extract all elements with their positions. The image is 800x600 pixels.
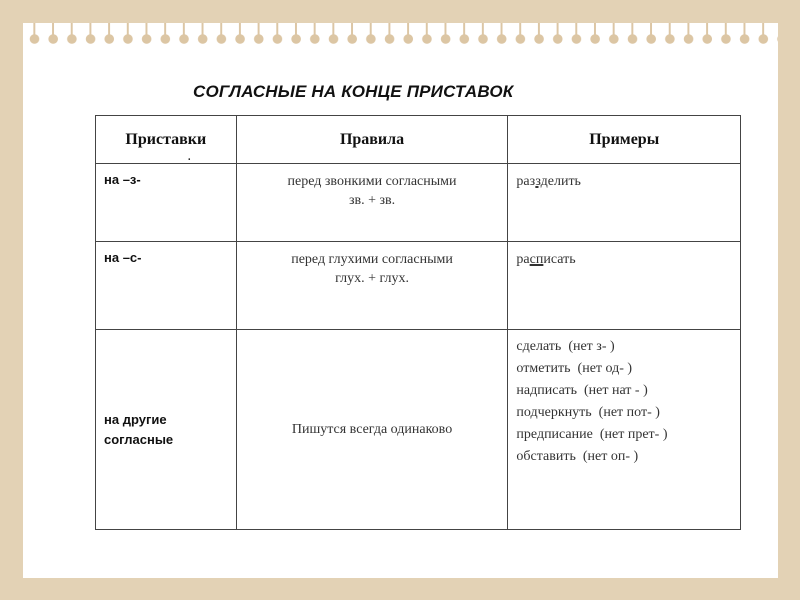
prefix-cell: на другие согласные (95, 329, 237, 530)
example-part: исать (543, 252, 576, 267)
example-line: отметить (нет од- ) (516, 361, 633, 376)
example-line: сделать (нет з- ) (516, 339, 615, 354)
example-cell: расписать (507, 241, 741, 330)
table-row: на –з- перед звонкими согласными зв. + зв… (95, 163, 741, 242)
rule-line: перед глухими согласными (291, 252, 453, 267)
rule-cell: перед глухими согласными глух. + глух. (235, 241, 509, 330)
example-part: елить (547, 174, 581, 189)
header-examples: Примеры (507, 115, 741, 164)
rule-cell: Пишутся всегда одинаково (235, 329, 509, 530)
prefix-line: согласные (104, 431, 174, 447)
holes-edge (23, 18, 778, 23)
example-part: ра (516, 252, 530, 267)
header-label: Приставки (125, 130, 207, 148)
example-cell: сделать (нет з- ) отметить (нет од- ) на… (507, 329, 741, 530)
example-line: обставить (нет оп- ) (516, 449, 639, 464)
slide-title: СОГЛАСНЫЕ НА КОНЦЕ ПРИСТАВОК (193, 82, 514, 101)
rule-line: глух. + глух. (335, 271, 409, 286)
example-line: подчеркнуть (нет пот- ) (516, 405, 660, 420)
table-row: на другие согласные Пишутся всегда одинак… (95, 329, 741, 530)
rule-cell: перед звонкими согласными зв. + зв. (235, 163, 509, 242)
prefix-line: на другие (104, 411, 167, 427)
table-row: на –с- перед глухими согласными глух. + г… (95, 241, 741, 330)
example-underlined: сп (529, 252, 544, 267)
example-cell: раззделить (507, 163, 741, 242)
rule-line: зв. + зв. (348, 193, 396, 208)
example-line: предписание (нет прет- ) (516, 427, 668, 442)
example-part: раз (516, 174, 536, 189)
prefix-rules-table: Приставки. Правила Примеры на –з- перед … (95, 115, 741, 530)
prefix-cell: на –с- (95, 241, 237, 330)
example-underlined: зд (535, 174, 548, 189)
table-header-row: Приставки. Правила Примеры (95, 115, 741, 164)
prefix-cell: на –з- (95, 163, 237, 242)
header-mark: . (188, 152, 191, 163)
example-line: надписать (нет нат - ) (516, 383, 648, 398)
header-rules: Правила (235, 115, 509, 164)
rule-line: перед звонкими согласными (287, 174, 457, 189)
header-prefixes: Приставки. (95, 115, 237, 164)
